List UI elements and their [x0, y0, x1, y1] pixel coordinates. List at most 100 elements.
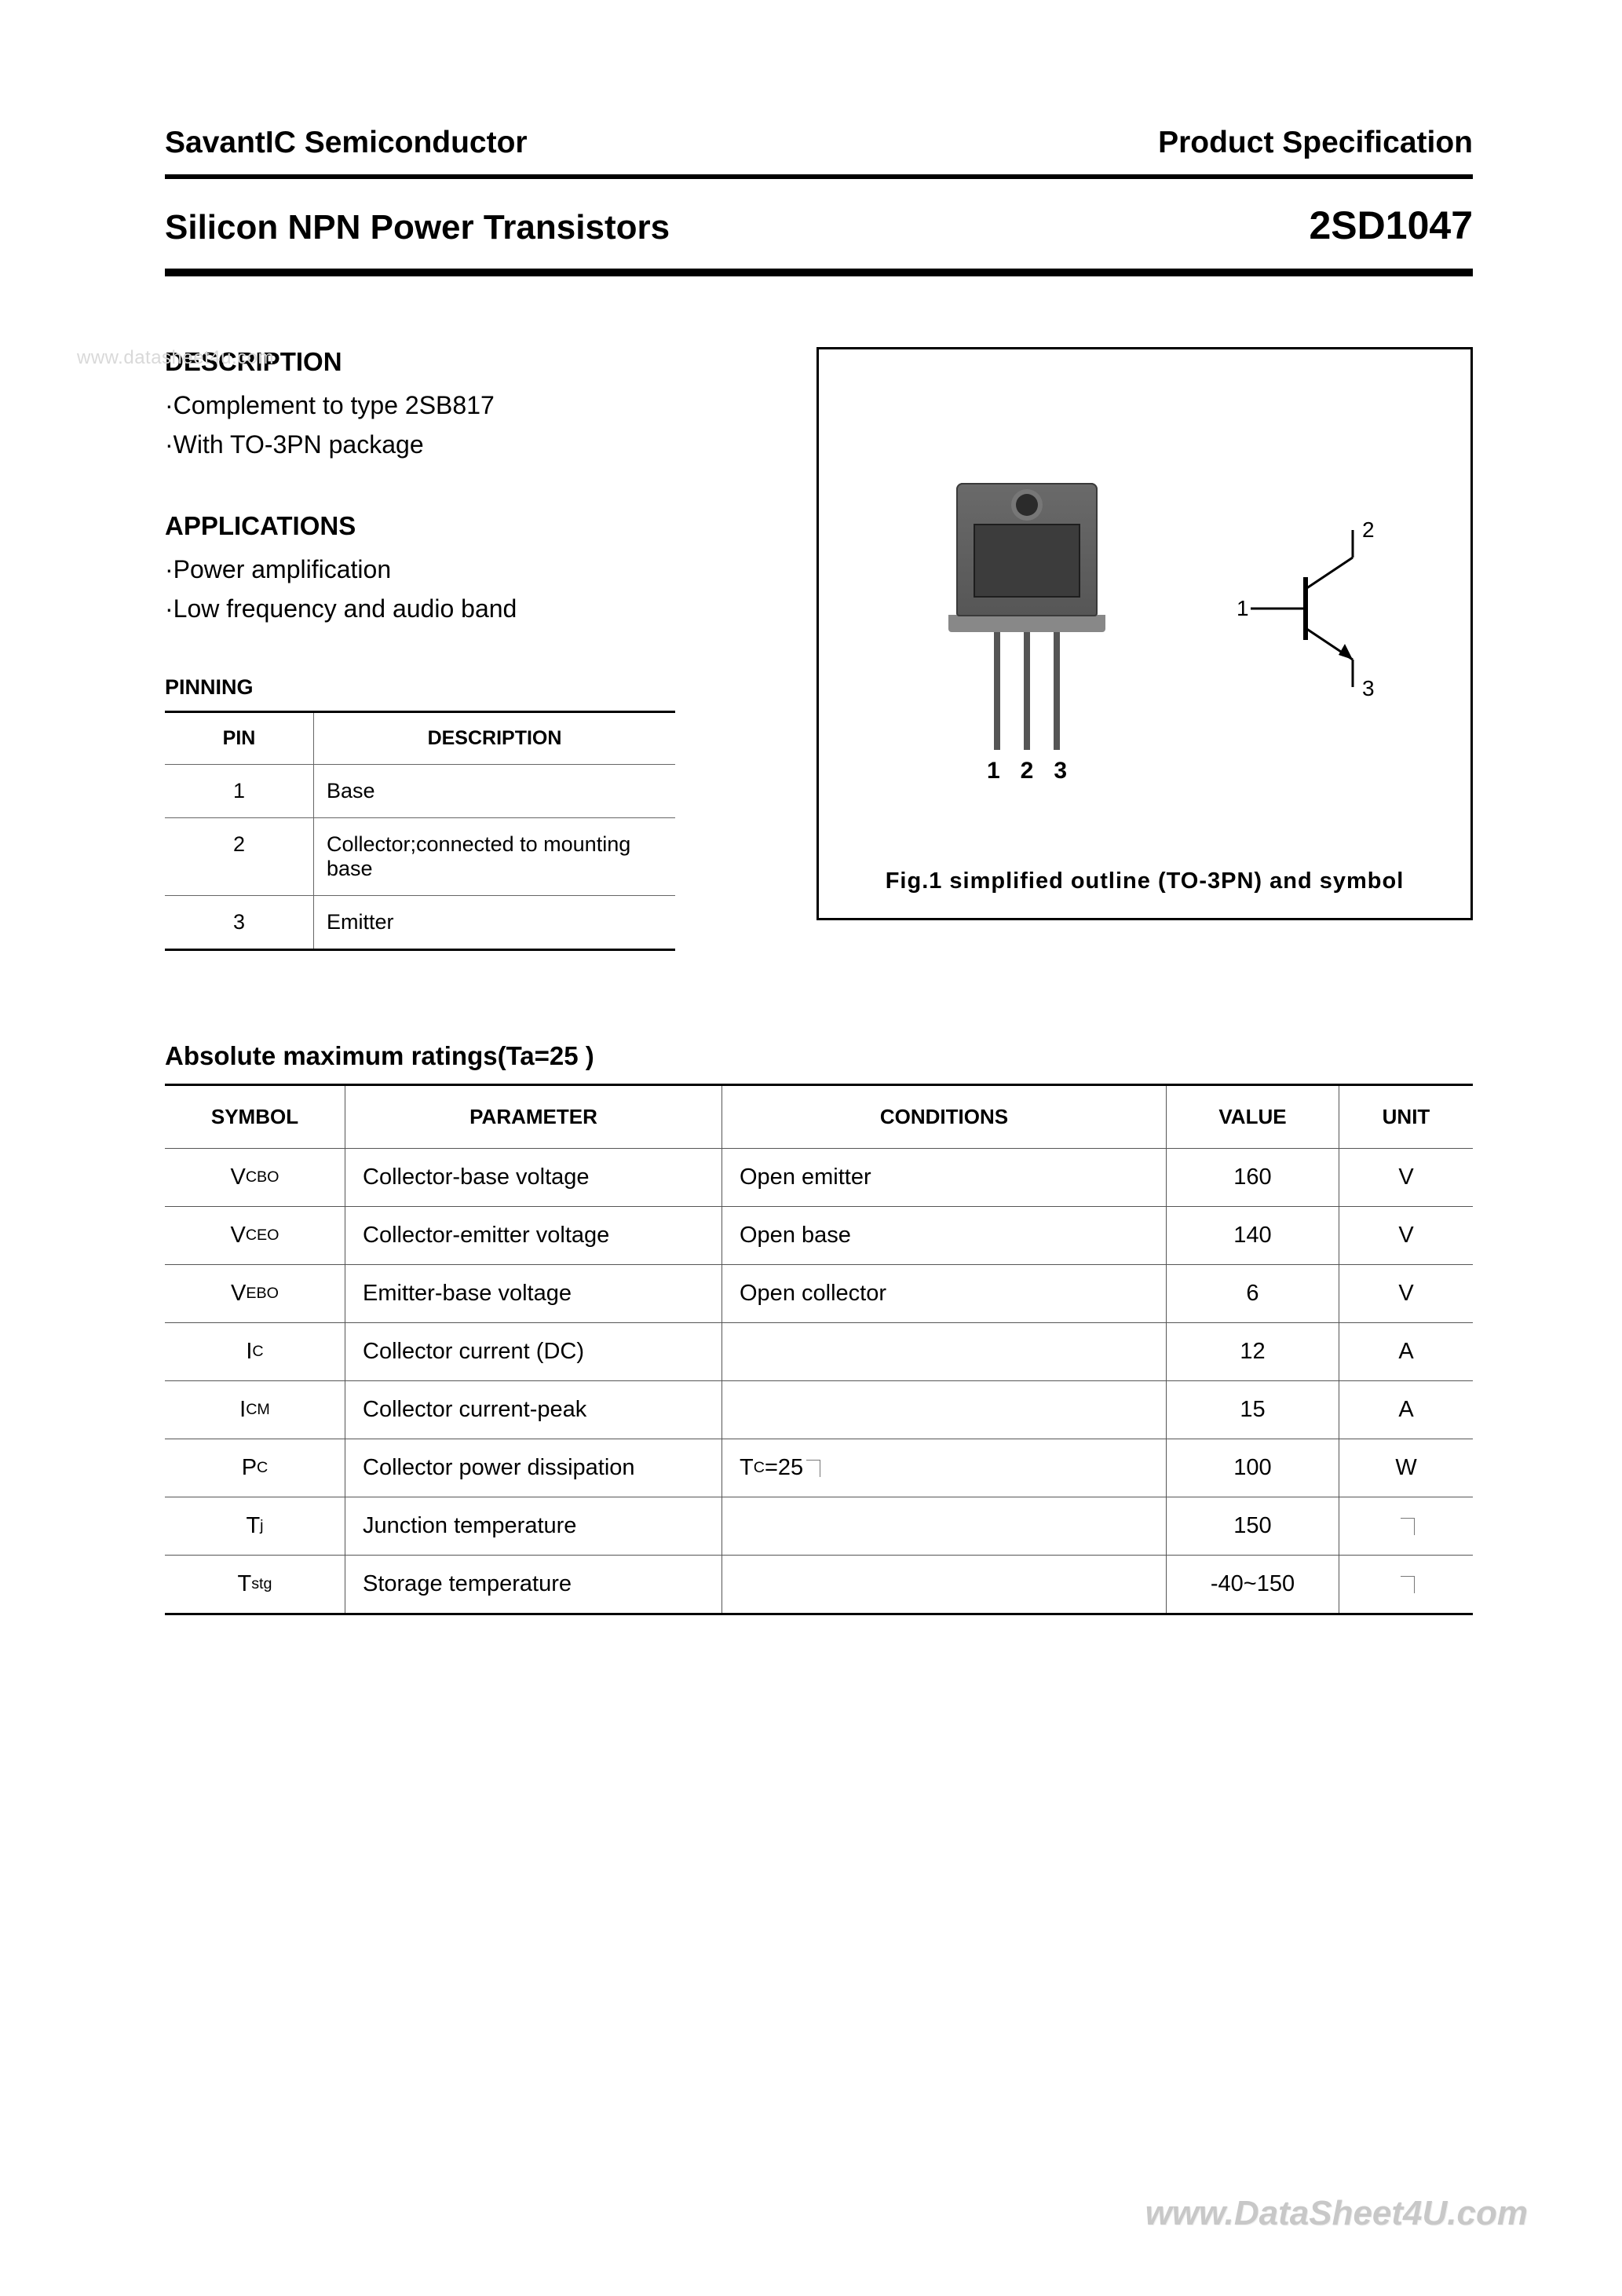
table-row: VCBOCollector-base voltageOpen emitter16… [165, 1149, 1473, 1207]
table-header-row: PIN DESCRIPTION [165, 713, 675, 765]
cell-conditions: Open collector [722, 1265, 1167, 1322]
table-row: 1 Base [165, 765, 675, 818]
header-bar: SavantIC Semiconductor Product Specifica… [165, 126, 1473, 179]
pin-number: 3 [165, 896, 314, 949]
pin-desc: Collector;connected to mounting base [314, 818, 675, 895]
figure-caption: Fig.1 simplified outline (TO-3PN) and sy… [819, 868, 1470, 894]
table-row: PCCollector power dissipationTC=25100W [165, 1439, 1473, 1497]
cell-parameter: Collector current (DC) [345, 1323, 722, 1380]
package-die [974, 524, 1080, 598]
cell-conditions [722, 1497, 1167, 1555]
pinning-heading: PINNING [165, 675, 769, 700]
table-row: ICCollector current (DC) 12A [165, 1323, 1473, 1381]
lead-numbers: 1 2 3 [937, 758, 1117, 784]
cell-conditions [722, 1556, 1167, 1613]
col-header-desc: DESCRIPTION [314, 713, 675, 764]
package-base [948, 615, 1105, 632]
upper-content-row: DESCRIPTION ·Complement to type 2SB817 ·… [165, 347, 1473, 951]
company-name: SavantIC Semiconductor [165, 126, 528, 160]
table-header-row: SYMBOL PARAMETER CONDITIONS VALUE UNIT [165, 1086, 1473, 1149]
col-header-parameter: PARAMETER [345, 1086, 722, 1148]
cell-parameter: Collector current-peak [345, 1381, 722, 1439]
col-header-conditions: CONDITIONS [722, 1086, 1167, 1148]
package-leads [937, 632, 1117, 750]
npn-symbol-icon [1243, 522, 1400, 695]
table-row: 3 Emitter [165, 896, 675, 949]
pin-number: 1 [165, 765, 314, 817]
cell-unit [1339, 1556, 1473, 1613]
ratings-heading: Absolute maximum ratings(Ta=25 ) [165, 1041, 1473, 1071]
symbol-pin-collector: 2 [1362, 517, 1375, 543]
mounting-hole-icon [1016, 494, 1038, 516]
col-header-symbol: SYMBOL [165, 1086, 345, 1148]
table-row: VCEOCollector-emitter voltageOpen base14… [165, 1207, 1473, 1265]
transistor-symbol: 1 2 3 [1243, 522, 1400, 695]
pin-number: 2 [165, 818, 314, 895]
lead-icon [1024, 632, 1030, 750]
pin-desc: Emitter [314, 896, 675, 949]
left-column: DESCRIPTION ·Complement to type 2SB817 ·… [165, 347, 769, 951]
cell-parameter: Collector-emitter voltage [345, 1207, 722, 1264]
ratings-table: SYMBOL PARAMETER CONDITIONS VALUE UNIT V… [165, 1084, 1473, 1615]
cell-conditions [722, 1323, 1167, 1380]
cell-symbol: PC [165, 1439, 345, 1497]
cell-symbol: VCBO [165, 1149, 345, 1206]
cell-conditions: TC=25 [722, 1439, 1167, 1497]
datasheet-page: www.datasheet4u.com SavantIC Semiconduct… [0, 0, 1622, 2296]
table-row: TjJunction temperature 150 [165, 1497, 1473, 1556]
cell-symbol: VCEO [165, 1207, 345, 1264]
cell-unit: V [1339, 1149, 1473, 1206]
cell-value: 140 [1167, 1207, 1339, 1264]
table-row: ICMCollector current-peak15A [165, 1381, 1473, 1439]
applications-heading: APPLICATIONS [165, 511, 769, 541]
title-bar: Silicon NPN Power Transistors 2SD1047 [165, 179, 1473, 276]
lead-label: 2 [1021, 758, 1034, 784]
cell-unit: A [1339, 1323, 1473, 1380]
watermark-top: www.datasheet4u.com [77, 347, 274, 369]
cell-symbol: ICM [165, 1381, 345, 1439]
symbol-pin-emitter: 3 [1362, 676, 1375, 701]
symbol-pin-base: 1 [1237, 596, 1249, 621]
description-line: ·Complement to type 2SB817 [165, 386, 769, 426]
cell-value: 100 [1167, 1439, 1339, 1497]
cell-value: 15 [1167, 1381, 1339, 1439]
lead-icon [1054, 632, 1060, 750]
cell-value: -40~150 [1167, 1556, 1339, 1613]
package-outline: 1 2 3 [937, 483, 1117, 784]
cell-unit [1339, 1497, 1473, 1555]
pin-desc: Base [314, 765, 675, 817]
cell-symbol: Tj [165, 1497, 345, 1555]
product-family: Silicon NPN Power Transistors [165, 208, 670, 247]
cell-value: 6 [1167, 1265, 1339, 1322]
lead-icon [994, 632, 1000, 750]
cell-value: 12 [1167, 1323, 1339, 1380]
lead-label: 1 [987, 758, 1000, 784]
col-header-value: VALUE [1167, 1086, 1339, 1148]
cell-unit: W [1339, 1439, 1473, 1497]
cell-symbol: IC [165, 1323, 345, 1380]
cell-parameter: Collector-base voltage [345, 1149, 722, 1206]
cell-value: 150 [1167, 1497, 1339, 1555]
table-row: 2 Collector;connected to mounting base [165, 818, 675, 896]
spec-label: Product Specification [1158, 126, 1473, 160]
part-number: 2SD1047 [1310, 203, 1474, 248]
figure-column: 1 2 3 1 2 [816, 347, 1473, 951]
cell-parameter: Storage temperature [345, 1556, 722, 1613]
cell-parameter: Junction temperature [345, 1497, 722, 1555]
pinning-table: PIN DESCRIPTION 1 Base 2 Collector;conne… [165, 711, 675, 951]
description-line: ·With TO-3PN package [165, 426, 769, 465]
cell-conditions: Open emitter [722, 1149, 1167, 1206]
table-row: TstgStorage temperature-40~150 [165, 1556, 1473, 1613]
package-body [956, 483, 1098, 616]
table-row: VEBOEmitter-base voltageOpen collector6V [165, 1265, 1473, 1323]
cell-symbol: VEBO [165, 1265, 345, 1322]
col-header-pin: PIN [165, 713, 314, 764]
cell-conditions: Open base [722, 1207, 1167, 1264]
cell-unit: V [1339, 1265, 1473, 1322]
cell-parameter: Emitter-base voltage [345, 1265, 722, 1322]
cell-value: 160 [1167, 1149, 1339, 1206]
lead-label: 3 [1054, 758, 1067, 784]
applications-line: ·Power amplification [165, 550, 769, 590]
cell-conditions [722, 1381, 1167, 1439]
cell-unit: V [1339, 1207, 1473, 1264]
